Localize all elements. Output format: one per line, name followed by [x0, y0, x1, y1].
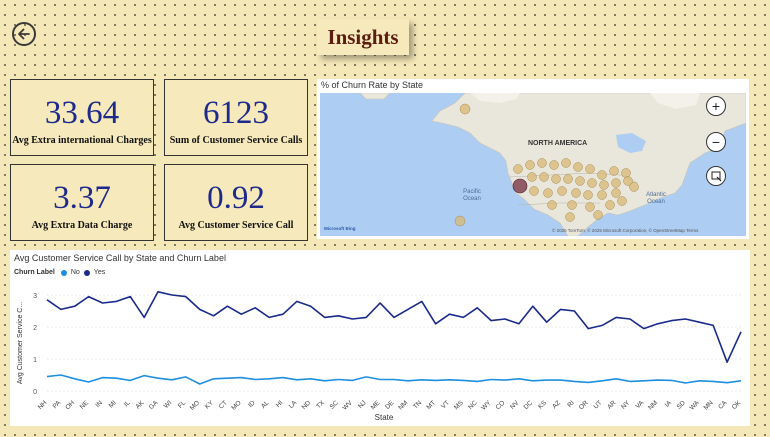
- x-tick-label: VT: [440, 399, 451, 410]
- series-line-no: [46, 374, 742, 385]
- x-tick-label: WA: [689, 399, 702, 412]
- x-tick-label: SD: [676, 399, 688, 411]
- arrow-left-icon: [18, 28, 30, 40]
- map-label-atlantic: Atlantic Ocean: [646, 192, 666, 205]
- x-tick-label: AZ: [551, 399, 562, 410]
- kpi-value: 33.64: [44, 95, 120, 131]
- map-label-pacific: Pacific Ocean: [463, 189, 481, 202]
- x-tick-label: AL: [260, 399, 271, 410]
- kpi-card-avg-extra-international-charges: 33.64 Avg Extra international Charges: [10, 79, 154, 156]
- plus-icon: +: [711, 98, 721, 114]
- kpi-value: 3.37: [53, 180, 111, 216]
- x-tick-label: OK: [731, 399, 743, 411]
- x-tick-label: HI: [275, 399, 285, 409]
- series-line-yes: [46, 291, 742, 363]
- kpi-label: Avg Customer Service Call: [178, 220, 294, 231]
- legend-title: Churn Label: [14, 269, 55, 276]
- x-tick-label: KY: [204, 399, 216, 411]
- x-tick-label: TN: [412, 399, 423, 410]
- page-title-text: Insights: [327, 24, 399, 49]
- x-tick-label: ND: [301, 399, 313, 411]
- x-tick-label: NV: [509, 399, 521, 411]
- x-tick-label: GA: [148, 399, 160, 411]
- x-tick-label: ME: [370, 399, 382, 411]
- x-tick-label: FL: [177, 399, 188, 410]
- chart-title: Avg Customer Service Call by State and C…: [14, 253, 226, 263]
- x-tick-label: ID: [247, 399, 257, 409]
- x-tick-label: IA: [664, 399, 674, 409]
- map-attribution[interactable]: © 2025 TomTom, © 2025 Microsoft Corporat…: [552, 228, 699, 233]
- x-tick-label: DC: [523, 399, 535, 411]
- x-tick-label: MT: [425, 399, 437, 411]
- chart-legend: Churn Label No Yes: [14, 269, 105, 276]
- x-tick-label: NH: [37, 399, 49, 411]
- x-tick-label: SC: [329, 399, 341, 411]
- kpi-value: 0.92: [207, 180, 265, 216]
- zoom-out-button[interactable]: −: [706, 132, 726, 152]
- x-tick-label: AK: [134, 399, 146, 411]
- customer-service-line-chart: Avg Customer Service Call by State and C…: [10, 250, 750, 426]
- x-tick-label: NJ: [357, 399, 368, 410]
- select-icon: [711, 171, 721, 181]
- minus-icon: −: [711, 134, 721, 150]
- page-title: Insights: [317, 19, 409, 55]
- kpi-label: Sum of Customer Service Calls: [169, 135, 303, 146]
- kpi-card-avg-extra-data-charge: 3.37 Avg Extra Data Charge: [10, 164, 154, 241]
- map-logo: Microsoft Bing: [324, 226, 356, 231]
- map-label-north-america: NORTH AMERICA: [528, 140, 588, 147]
- x-tick-label: NM: [647, 399, 659, 411]
- x-tick-label: IL: [123, 399, 132, 408]
- map-select-button[interactable]: [706, 166, 726, 186]
- map-landmass: [359, 93, 746, 236]
- zoom-in-button[interactable]: +: [706, 96, 726, 116]
- legend-item-no[interactable]: No: [70, 269, 80, 276]
- x-tick-label: WV: [341, 399, 354, 412]
- x-tick-label: PA: [52, 399, 63, 410]
- y-tick-label: 3: [33, 293, 37, 300]
- legend-marker-no: [60, 269, 67, 276]
- x-tick-label: MO: [189, 399, 201, 411]
- x-tick-label: KS: [537, 399, 549, 411]
- x-tick-label: CO: [495, 399, 507, 411]
- kpi-label: Avg Extra international Charges: [12, 135, 152, 146]
- x-tick-label: WI: [163, 399, 174, 410]
- x-tick-label: LA: [288, 399, 299, 410]
- y-tick-label: 2: [33, 325, 37, 332]
- kpi-label: Avg Extra Data Charge: [31, 220, 133, 231]
- x-tick-label: OR: [578, 399, 590, 411]
- x-tick-label: IN: [94, 399, 104, 409]
- x-tick-label: CA: [717, 399, 729, 411]
- x-tick-label: MN: [703, 399, 715, 411]
- legend-item-yes[interactable]: Yes: [93, 269, 106, 276]
- legend-marker-yes: [83, 269, 90, 276]
- x-tick-label: DE: [384, 399, 396, 411]
- x-tick-label: MO: [230, 399, 242, 411]
- y-tick-label: 0: [33, 389, 37, 396]
- x-tick-label: TX: [315, 399, 326, 410]
- kpi-card-sum-customer-service-calls: 6123 Sum of Customer Service Calls: [164, 79, 308, 156]
- kpi-value: 6123: [203, 95, 269, 131]
- x-tick-label: NC: [467, 399, 479, 411]
- y-axis-label: Avg Customer Service C...: [17, 302, 24, 384]
- x-tick-label: MS: [453, 399, 465, 411]
- x-tick-label: MI: [108, 399, 118, 409]
- x-tick-label: NY: [620, 399, 632, 411]
- kpi-card-avg-customer-service-call: 0.92 Avg Customer Service Call: [164, 164, 308, 241]
- churn-rate-map-visual: % of Churn Rate by State: [317, 79, 749, 239]
- map-canvas[interactable]: NORTH AMERICA Pacific Ocean Atlantic Oce…: [320, 93, 746, 236]
- x-tick-label: UT: [593, 399, 604, 410]
- x-tick-label: NM: [397, 399, 409, 411]
- x-tick-label: NE: [79, 399, 91, 411]
- x-tick-label: RI: [566, 399, 576, 409]
- back-button[interactable]: [12, 22, 36, 46]
- x-axis-label: State: [375, 413, 394, 422]
- x-tick-label: VA: [635, 399, 646, 410]
- x-tick-label: OH: [64, 399, 76, 411]
- x-tick-label: AR: [606, 399, 618, 411]
- x-tick-label: WY: [480, 399, 493, 412]
- x-tick-label: CT: [218, 399, 229, 410]
- map-title: % of Churn Rate by State: [321, 80, 424, 90]
- y-tick-label: 1: [33, 357, 37, 364]
